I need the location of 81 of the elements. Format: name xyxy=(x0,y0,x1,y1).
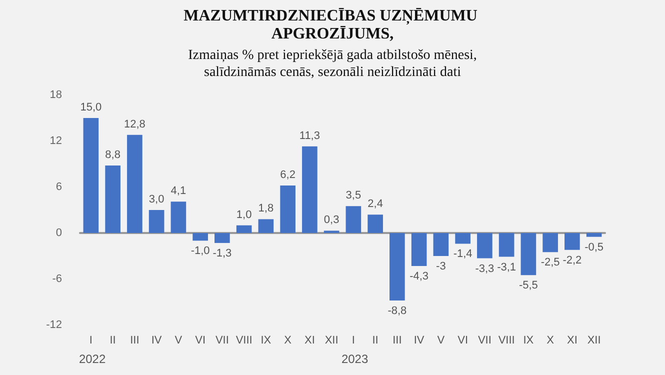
x-tick-label: I xyxy=(89,334,92,346)
bar xyxy=(236,225,252,233)
data-label: -0,5 xyxy=(584,241,604,254)
data-label: 4,1 xyxy=(170,185,186,198)
x-tick-label: X xyxy=(546,334,555,346)
bar xyxy=(83,118,99,233)
bar xyxy=(105,166,120,233)
x-tick-label: I xyxy=(352,334,355,346)
x-tick-label: IX xyxy=(260,334,272,346)
bar xyxy=(498,233,514,257)
x-tick-label: VIII xyxy=(236,334,252,346)
text: 2023 xyxy=(341,352,368,366)
data-label: -5,5 xyxy=(518,280,538,292)
y-tick-label: 18 xyxy=(50,89,62,101)
bar xyxy=(564,233,580,250)
x-tick-label: XI xyxy=(566,334,578,346)
x-tick-label: II xyxy=(372,334,378,346)
bar xyxy=(586,233,602,237)
data-label: 3,0 xyxy=(148,194,164,206)
x-tick-label: X xyxy=(284,334,292,346)
bar xyxy=(368,214,383,233)
bar xyxy=(170,202,186,233)
data-label: -3,1 xyxy=(497,261,516,274)
bar xyxy=(192,233,208,241)
y-tick-label: -12 xyxy=(46,319,62,331)
y-tick-label: 6 xyxy=(56,181,62,193)
bar xyxy=(148,210,164,233)
chart-title: MAZUMTIRDZNIECĪBAS UZŅĒMUMU APGROZĪJUMS, xyxy=(184,8,482,42)
x-tick-label: XI xyxy=(304,334,315,346)
y-tick-label: 0 xyxy=(56,227,62,239)
x-tick-label: III xyxy=(130,334,140,346)
data-label: 0,3 xyxy=(324,214,340,226)
y-tick-label: -6 xyxy=(52,273,62,285)
bar xyxy=(477,233,492,258)
data-label: -1,0 xyxy=(190,245,210,258)
x-tick-label: IV xyxy=(414,334,425,346)
x-tick-label: XII xyxy=(587,334,601,346)
x-tick-label: III xyxy=(392,334,402,346)
data-label: -8,8 xyxy=(388,304,407,317)
x-tick-label: IV xyxy=(151,334,162,346)
data-label: -3,3 xyxy=(475,262,494,275)
bar xyxy=(258,219,274,233)
bar xyxy=(214,233,230,243)
bar xyxy=(390,233,405,300)
data-label: 1,8 xyxy=(258,202,274,215)
data-label: 8,8 xyxy=(105,149,120,162)
bar xyxy=(302,146,318,233)
bar xyxy=(542,233,558,252)
data-label: 3,5 xyxy=(346,190,362,202)
data-label: -2,2 xyxy=(562,254,582,266)
chart-subtitle: Izmaiņas % pret iepriekšējā gada atbilstošo mēnesi, salīdzināmās cenās, sezonāli neizlīdzināti dati xyxy=(188,48,477,80)
bar xyxy=(346,206,362,233)
data-label: 11,3 xyxy=(299,130,320,142)
x-tick-label: XII xyxy=(324,334,338,346)
bar xyxy=(280,185,296,233)
bar xyxy=(455,233,470,244)
x-tick-label: IX xyxy=(523,334,534,346)
data-label: 6,2 xyxy=(280,168,296,181)
data-label: 15,0 xyxy=(80,102,102,114)
data-label: -4,3 xyxy=(410,270,429,282)
x-tick-label: VIII xyxy=(498,334,515,346)
bar xyxy=(411,233,427,266)
data-label: 1,0 xyxy=(236,208,252,221)
x-tick-label: VI xyxy=(458,334,468,346)
bar xyxy=(127,134,142,233)
y-tick-label: 12 xyxy=(50,135,62,147)
data-label: -3 xyxy=(436,260,446,272)
data-label: 12,8 xyxy=(124,118,146,130)
x-tick-label: V xyxy=(437,334,446,346)
x-tick-label: VII xyxy=(215,334,229,346)
data-label: 2,4 xyxy=(368,198,383,210)
data-label: -1,4 xyxy=(453,248,472,260)
bar xyxy=(433,233,449,256)
x-tick-label: VII xyxy=(478,334,492,346)
x-tick-label: II xyxy=(110,334,116,346)
data-label: -1,3 xyxy=(212,247,232,260)
x-tick-label: VI xyxy=(195,334,206,346)
text: 2022 xyxy=(78,352,106,366)
x-tick-label: V xyxy=(174,334,183,346)
bar xyxy=(520,233,536,276)
data-label: -2,5 xyxy=(540,256,560,269)
